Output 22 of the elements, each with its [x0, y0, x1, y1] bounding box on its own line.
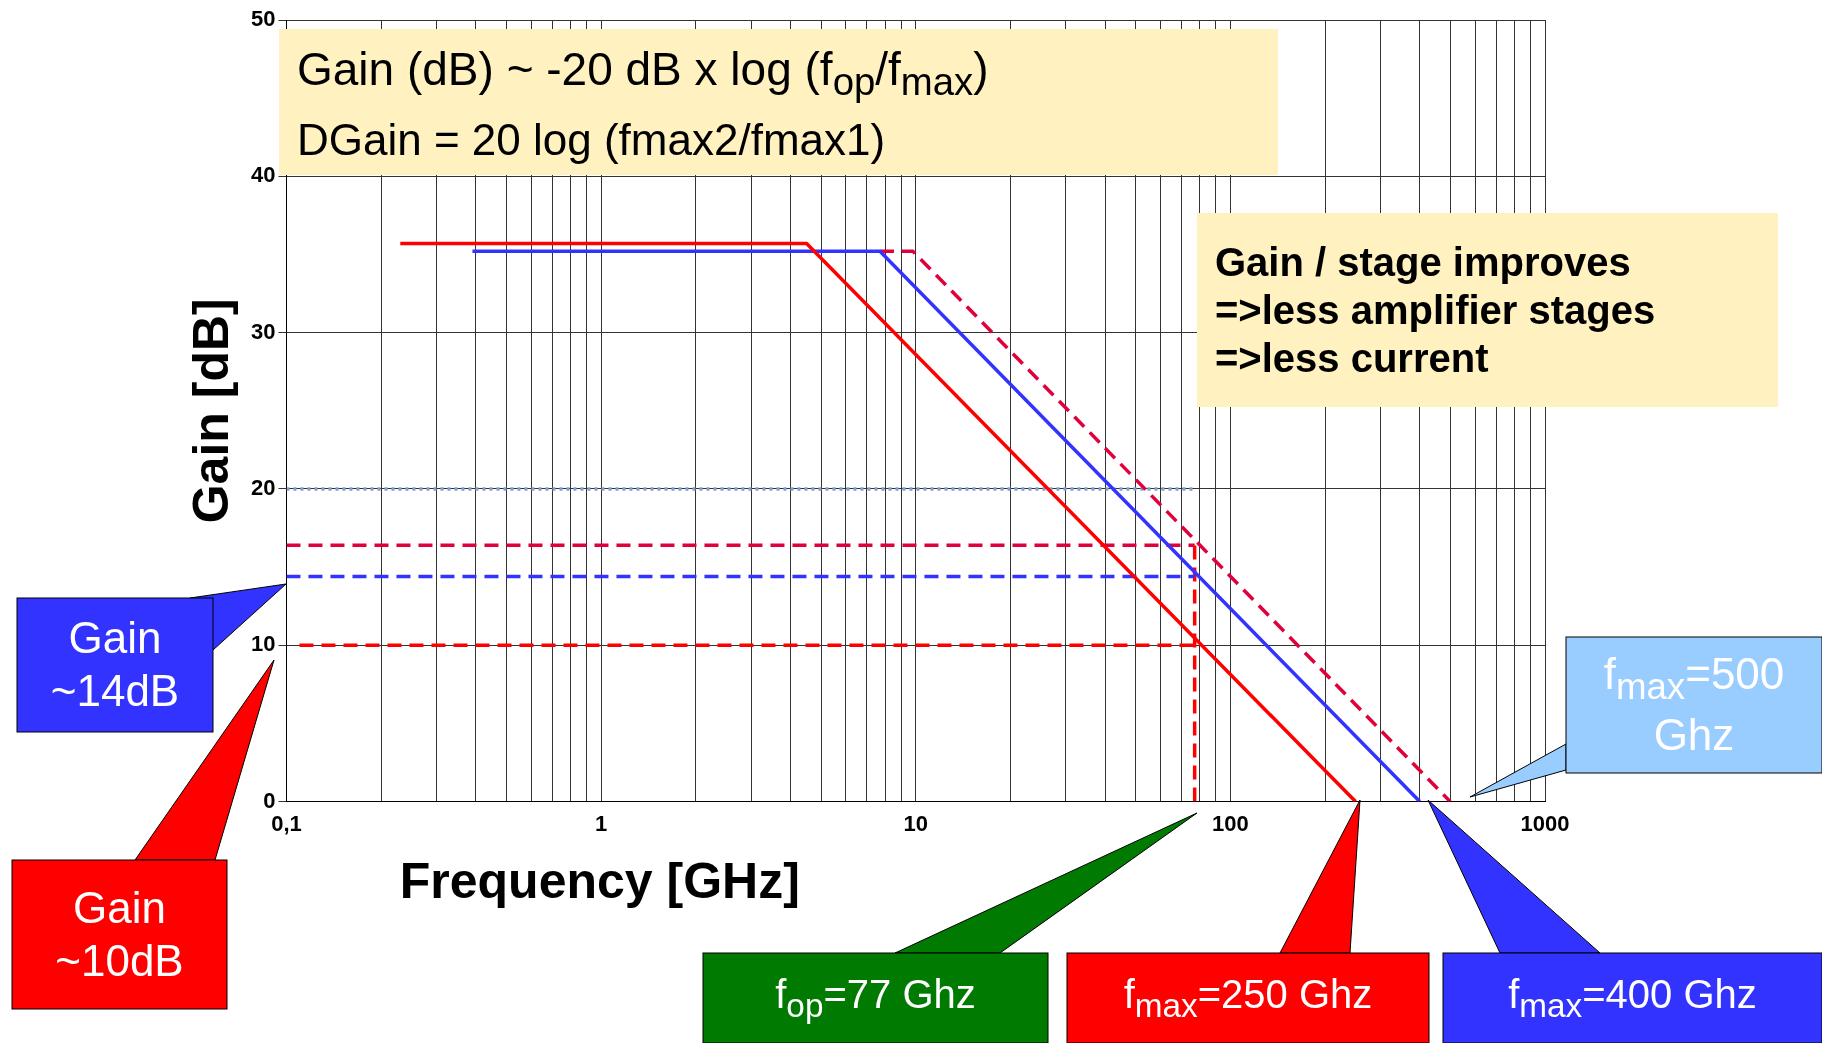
- y-tick-label: 40: [250, 162, 276, 188]
- y-tick-label: 50: [250, 6, 276, 32]
- text: Gain ~10dB: [54, 881, 185, 987]
- y-tick-label: 0: [263, 787, 276, 813]
- x-axis-title: Frequency [GHz]: [399, 853, 800, 910]
- text: f$_{max}$=400 Ghz: [1507, 971, 1758, 1026]
- x-tick-label: 1000: [1520, 810, 1570, 836]
- x-tick-label: 0,1: [271, 810, 302, 836]
- x-tick-label: 1: [594, 810, 608, 836]
- text: f$_{op}$=77 Ghz: [774, 971, 977, 1026]
- x-tick-label: 100: [1212, 810, 1249, 836]
- y-tick-label: 20: [250, 475, 276, 501]
- annotation: DGain = 20 log (fmax2/fmax1): [297, 113, 887, 166]
- y-tick-label: 30: [250, 318, 276, 344]
- text: f$_{max}$=250 Ghz: [1122, 971, 1374, 1026]
- text: f$_{max}$=500 Ghz: [1602, 648, 1786, 761]
- text: Gain ~14dB: [49, 612, 181, 717]
- y-tick-label: 10: [250, 631, 276, 657]
- x-tick-label: 10: [903, 810, 928, 836]
- annotation: Gain (dB) ~ -20 dB x log (f$_{op}$/f$_{max}$): [297, 42, 990, 106]
- annotation: Gain / stage improves =>less amplifier stages =>less current: [1215, 239, 1657, 382]
- y-axis-title: Gain [dB]: [182, 298, 239, 524]
